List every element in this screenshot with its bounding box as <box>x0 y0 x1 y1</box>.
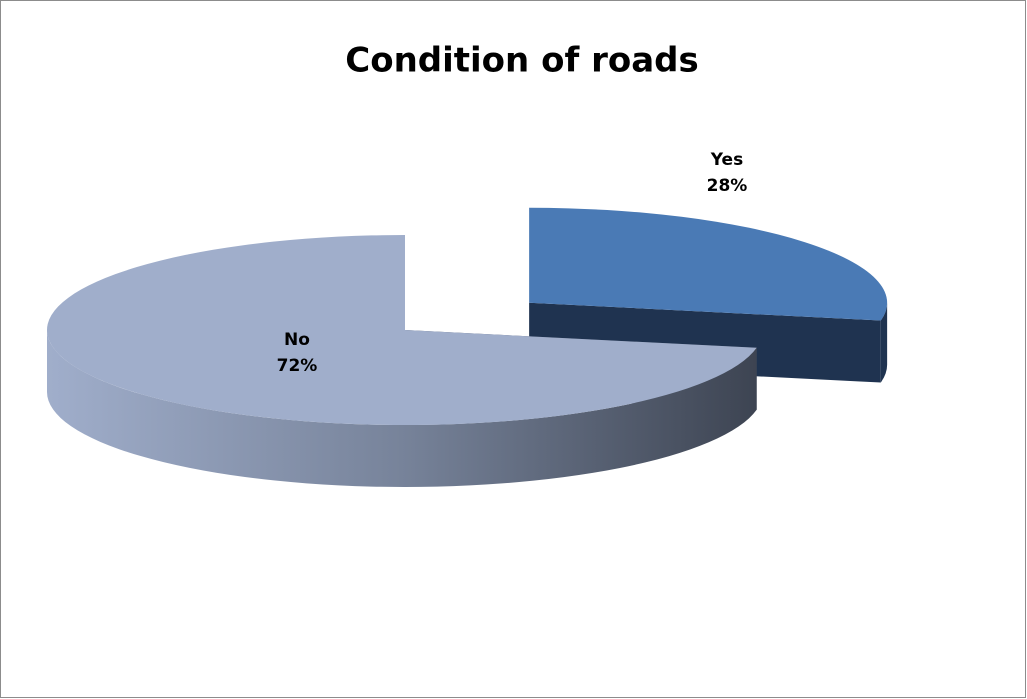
slice-side <box>47 330 757 488</box>
data-label-value: 72% <box>277 356 318 376</box>
slice-top <box>529 207 888 321</box>
slice-top <box>47 235 757 426</box>
chart-title: Condition of roads <box>345 41 698 81</box>
plot-area <box>47 207 888 488</box>
data-label-category: No <box>284 330 310 350</box>
slice-side <box>880 302 888 383</box>
data-label-category: Yes <box>710 150 743 170</box>
pie-slice <box>47 235 757 488</box>
data-label-value: 28% <box>707 176 748 196</box>
